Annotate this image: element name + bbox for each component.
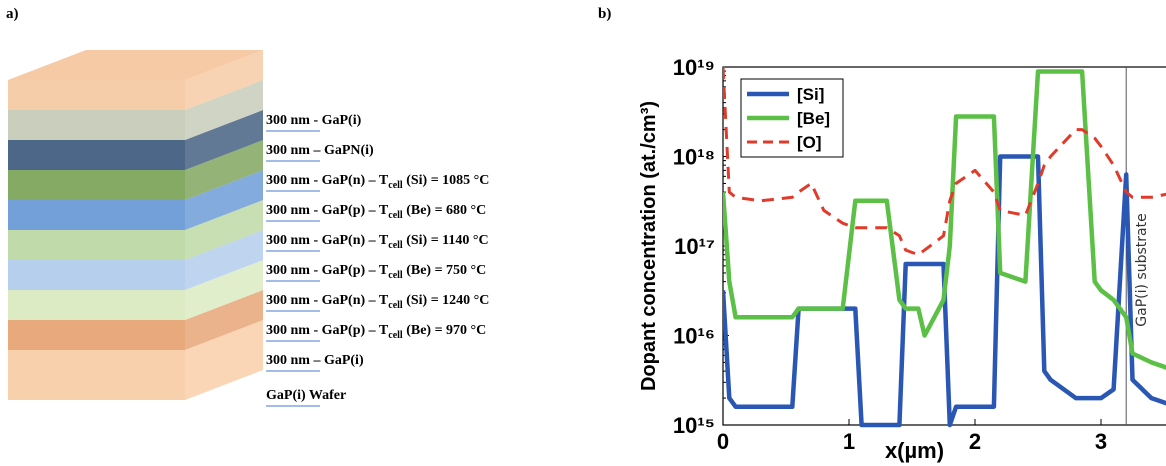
label-text: (Be) = 750 °C <box>403 263 487 278</box>
layer-front <box>8 80 185 110</box>
label-text: 300 nm - GaP(i) <box>266 113 362 128</box>
layer-label: 300 nm – GaP(i) <box>266 353 364 368</box>
label-text: 300 nm – GaPN(i) <box>266 143 374 158</box>
layer-side <box>185 110 263 170</box>
label-text: (Be) = 680 °C <box>403 203 487 218</box>
layer-front <box>8 290 185 320</box>
label-text: (Si) = 1140 °C <box>403 233 489 248</box>
label-subscript: cell <box>388 180 403 191</box>
annotation-text: GaP(i) substrate <box>1134 213 1150 326</box>
layer-label: 300 nm - GaP(n) – Tcell (Si) = 1240 °C <box>266 293 489 311</box>
y-tick-label: 10¹⁹ <box>673 55 715 80</box>
layer-side <box>185 320 263 400</box>
x-tick-label: 3 <box>1095 429 1107 454</box>
layer-front <box>8 140 185 170</box>
y-axis-label: Dopant concentration (at./cm³) <box>638 101 660 391</box>
y-tick-label: 10¹⁵ <box>673 413 715 438</box>
layer-label: 300 nm – GaPN(i) <box>266 143 374 158</box>
layer-label: 300 nm - GaP(i) <box>266 113 362 128</box>
layer-front <box>8 170 185 200</box>
layer-side <box>185 170 263 230</box>
label-text: 300 nm - GaP(p) – T <box>266 203 389 218</box>
layer-front <box>8 200 185 230</box>
plot-area <box>723 66 1166 428</box>
panel-label: b) <box>598 6 611 22</box>
layer-label: 300 nm - GaP(p) – Tcell (Be) = 970 °C <box>266 323 486 341</box>
label-subscript: cell <box>388 240 403 251</box>
x-tick-label: 2 <box>969 429 981 454</box>
label-text: 300 nm – GaP(i) <box>266 353 364 368</box>
layer-side <box>185 140 263 200</box>
label-text: GaP(i) Wafer <box>266 388 346 403</box>
layer-side <box>185 260 263 320</box>
layer-front <box>8 260 185 290</box>
layer-front <box>8 230 185 260</box>
layer-top <box>8 50 263 80</box>
layer-side <box>185 230 263 290</box>
layer-label: 300 nm - GaP(n) – Tcell (Si) = 1085 °C <box>266 173 489 191</box>
label-text: (Si) = 1240 °C <box>403 293 490 308</box>
legend-label: [Be] <box>797 109 830 128</box>
legend-label: [Si] <box>797 85 824 104</box>
layer-label: 300 nm - GaP(p) – Tcell (Be) = 680 °C <box>266 203 486 221</box>
label-subscript: cell <box>388 270 403 281</box>
x-axis-label: x(µm) <box>885 438 944 463</box>
label-text: (Be) = 970 °C <box>403 323 487 338</box>
y-tick-label: 10¹⁷ <box>674 234 715 259</box>
label-text: 300 nm - GaP(n) – T <box>266 173 389 188</box>
layer-side <box>185 80 263 140</box>
layer-side <box>185 50 263 110</box>
x-tick-label: 0 <box>717 429 729 454</box>
label-text: (Si) = 1085 °C <box>403 173 490 188</box>
layer-label: 300 nm - GaP(n) – Tcell (Si) = 1140 °C <box>266 233 489 251</box>
layer-stack: 300 nm - GaP(i) 300 nm – GaPN(i) 300 nm - … <box>8 50 489 407</box>
series-line <box>723 69 1166 370</box>
layer-label: GaP(i) Wafer <box>266 388 346 403</box>
label-text: 300 nm - GaP(p) – T <box>266 263 389 278</box>
label-text: 300 nm - GaP(n) – T <box>266 233 389 248</box>
y-tick-label: 10¹⁸ <box>673 145 715 170</box>
series-line <box>723 66 1166 257</box>
chart: 10¹⁵ 10¹⁶ 10¹⁷ 10¹⁸ 10¹⁹ 0 1 2 3 x(µm) Dopant conc… <box>638 55 1166 463</box>
x-tick-label: 1 <box>843 429 855 454</box>
layer-side <box>185 200 263 260</box>
layer-side <box>185 290 263 350</box>
layer-front <box>8 110 185 140</box>
label-subscript: cell <box>388 300 403 311</box>
layer-front <box>8 320 185 350</box>
y-tick-label: 10¹⁶ <box>673 324 715 349</box>
layer-front <box>8 350 185 400</box>
panel-label: a) <box>6 6 19 22</box>
label-text: 300 nm - GaP(n) – T <box>266 293 389 308</box>
legend-label: [O] <box>797 133 822 152</box>
label-subscript: cell <box>388 210 403 221</box>
layer-label: 300 nm - GaP(p) – Tcell (Be) = 750 °C <box>266 263 486 281</box>
label-subscript: cell <box>388 330 403 341</box>
label-text: 300 nm - GaP(p) – T <box>266 323 389 338</box>
